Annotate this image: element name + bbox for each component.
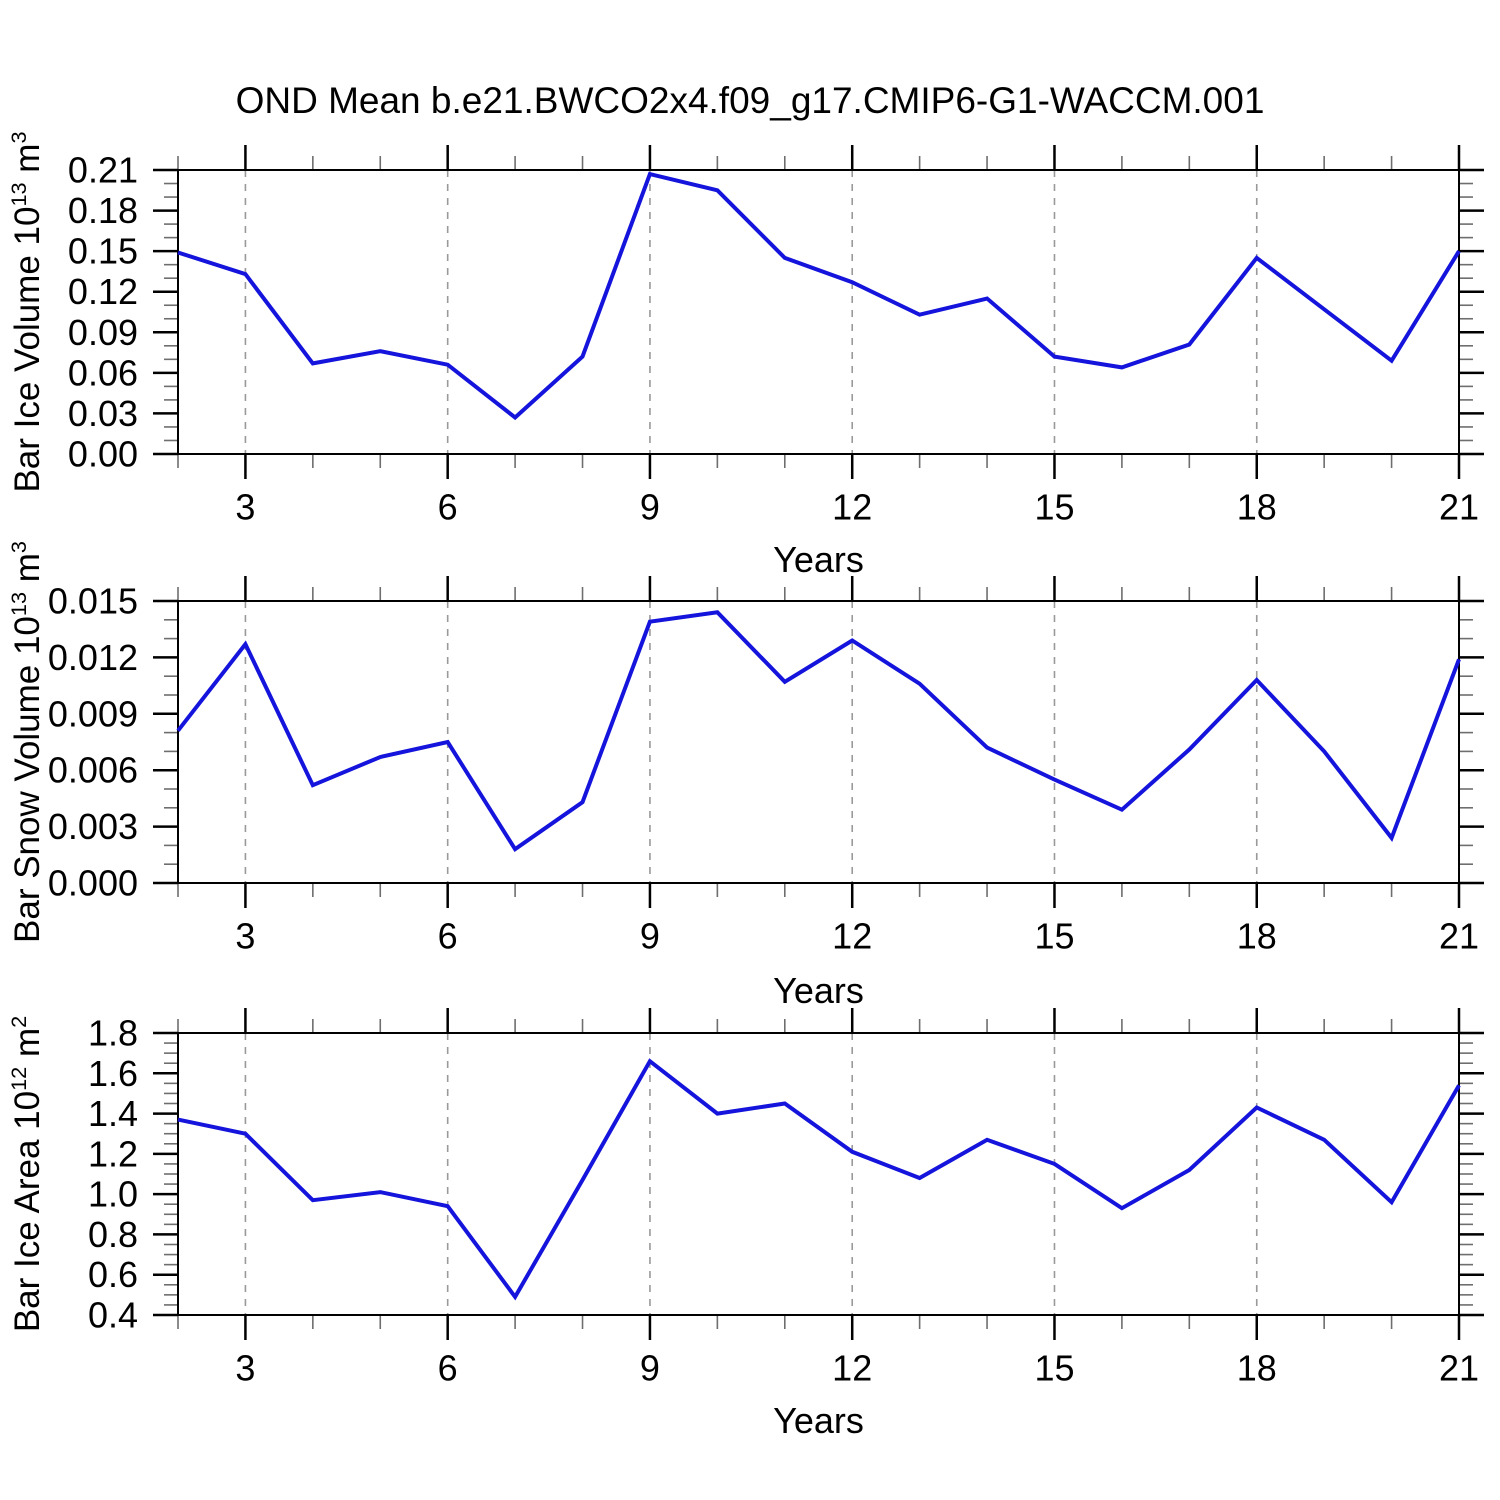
y-tick-label: 1.8 [88, 1013, 138, 1054]
x-tick-label: 12 [832, 1348, 872, 1389]
x-tick-label: 9 [640, 487, 660, 528]
y-tick-label: 1.0 [88, 1174, 138, 1215]
x-tick-label: 21 [1439, 487, 1479, 528]
data-line [176, 610, 1461, 853]
x-tick-label: 15 [1034, 487, 1074, 528]
panel-bar-snow-volume: 3 6 9 12 15 18 21 0.000 0.003 0.006 0.009 0.012 0.01… [48, 576, 1484, 957]
y-tick-label: 0.06 [68, 352, 138, 393]
y-tick-label: 0.21 [68, 150, 138, 191]
y-tick-label: 0.003 [48, 806, 138, 847]
y-tick-label: 0.009 [48, 693, 138, 734]
y-tick-label: 0.8 [88, 1214, 138, 1255]
y-tick-label: 0.03 [68, 393, 138, 434]
x-tick-label: 3 [235, 487, 255, 528]
x-tick-label: 12 [832, 916, 872, 957]
y-tick-label: 0.012 [48, 637, 138, 678]
y-tick-label: 0.18 [68, 190, 138, 231]
data-line [177, 171, 1461, 421]
plot-frame [177, 600, 1460, 884]
x-tick-label: 18 [1237, 916, 1277, 957]
x-tick-label: 12 [832, 487, 872, 528]
x-tick-label: 21 [1439, 1348, 1479, 1389]
panel-bar-ice-area: 3 6 9 12 15 18 21 0.40.60.81.01.21.41.61.8 [88, 1008, 1484, 1389]
y-tick-label: 0.6 [88, 1254, 138, 1295]
x-axis-label-years-panel3: Years [773, 1400, 864, 1441]
chart-title: OND Mean b.e21.BWCO2x4.f09_g17.CMIP6-G1-… [235, 80, 1265, 121]
x-axis-label-years-panel2: Years [773, 970, 864, 1011]
y-tick-label: 1.6 [88, 1053, 138, 1094]
x-tick-label: 21 [1439, 916, 1479, 957]
x-tick-label: 18 [1237, 1348, 1277, 1389]
y-tick-label: 0.4 [88, 1295, 138, 1336]
x-tick-label: 9 [640, 1348, 660, 1389]
x-tick-label: 18 [1237, 487, 1277, 528]
x-tick-label: 6 [438, 487, 458, 528]
x-tick-label: 9 [640, 916, 660, 957]
y-tick-label: 0.15 [68, 231, 138, 272]
data-line [177, 1058, 1461, 1301]
x-axis-label-years-panel1: Years [773, 539, 864, 580]
y-tick-label: 1.2 [88, 1133, 138, 1174]
y-tick-label: 0.006 [48, 750, 138, 791]
y-tick-label: 0.00 [68, 434, 138, 475]
x-tick-label: 15 [1034, 916, 1074, 957]
plot-frame [177, 169, 1460, 455]
y-tick-label: 0.12 [68, 271, 138, 312]
x-tick-label: 15 [1034, 1348, 1074, 1389]
y-tick-label: 0.015 [48, 581, 138, 622]
x-tick-label: 6 [438, 1348, 458, 1389]
y-tick-label: 0.09 [68, 312, 138, 353]
y-tick-label: 0.000 [48, 863, 138, 904]
panel-bar-ice-volume: 3 6 9 12 15 18 21 0.000.030.060.090.120.150.180… [68, 145, 1484, 528]
y-tick-label: 1.4 [88, 1093, 138, 1134]
x-tick-label: 3 [235, 1348, 255, 1389]
x-tick-label: 6 [438, 916, 458, 957]
plot-frame [177, 1032, 1460, 1316]
x-tick-label: 3 [235, 916, 255, 957]
